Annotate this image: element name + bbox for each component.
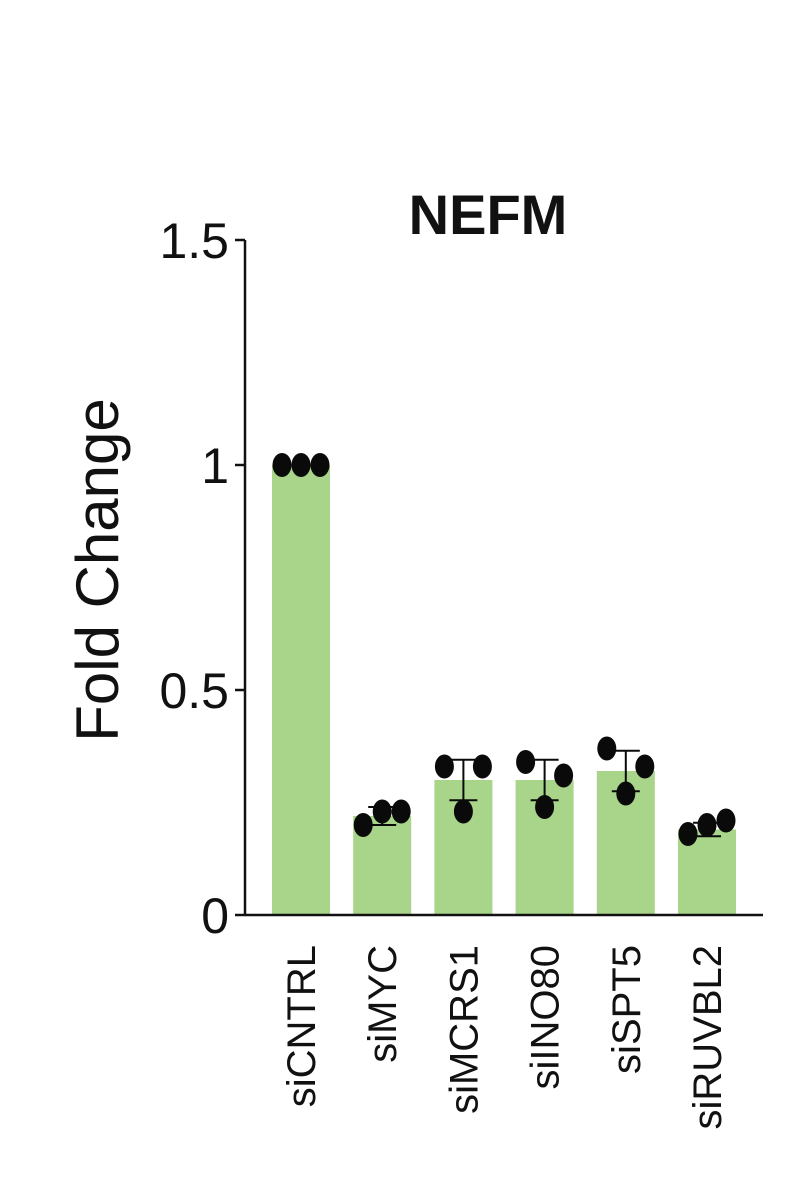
data-point	[291, 453, 311, 477]
y-tick-label: 1.5	[159, 213, 229, 269]
data-point	[597, 736, 617, 761]
data-point	[635, 754, 655, 779]
data-point	[353, 813, 373, 837]
data-point	[391, 799, 411, 824]
data-point	[453, 799, 473, 824]
x-tick-label: siRUVBL2	[686, 945, 730, 1130]
axes	[243, 240, 763, 917]
data-point	[434, 754, 454, 779]
y-axis-ticks: 0 0.5 1 1.5	[159, 213, 245, 944]
x-tick-label: siINO80	[524, 945, 568, 1090]
data-point	[716, 808, 736, 833]
data-point	[678, 822, 698, 846]
data-point	[310, 453, 330, 477]
y-tick-label: 1	[201, 438, 229, 494]
data-point	[516, 750, 536, 774]
x-tick-label: siMYC	[361, 945, 405, 1063]
chart-title: NEFM	[409, 183, 568, 246]
y-tick-label: 0.5	[159, 663, 229, 719]
data-point	[535, 795, 555, 819]
data-point	[697, 813, 717, 837]
x-tick-label: siSPT5	[605, 945, 649, 1074]
data-point	[372, 799, 392, 824]
data-points	[272, 453, 736, 846]
data-point	[554, 763, 574, 788]
x-axis-ticks: siCNTRL siMYC siMCRS1 siINO80 siSPT5 siRUVBL2	[280, 945, 730, 1130]
data-point	[616, 781, 636, 806]
bars	[272, 465, 736, 915]
data-point	[272, 453, 292, 477]
bar-sicntrl	[272, 465, 330, 915]
y-axis-label: Fold Change	[64, 398, 131, 742]
data-point	[472, 754, 492, 779]
y-tick-label: 0	[201, 888, 229, 944]
x-tick-label: siCNTRL	[280, 945, 324, 1107]
x-tick-label: siMCRS1	[442, 945, 486, 1114]
